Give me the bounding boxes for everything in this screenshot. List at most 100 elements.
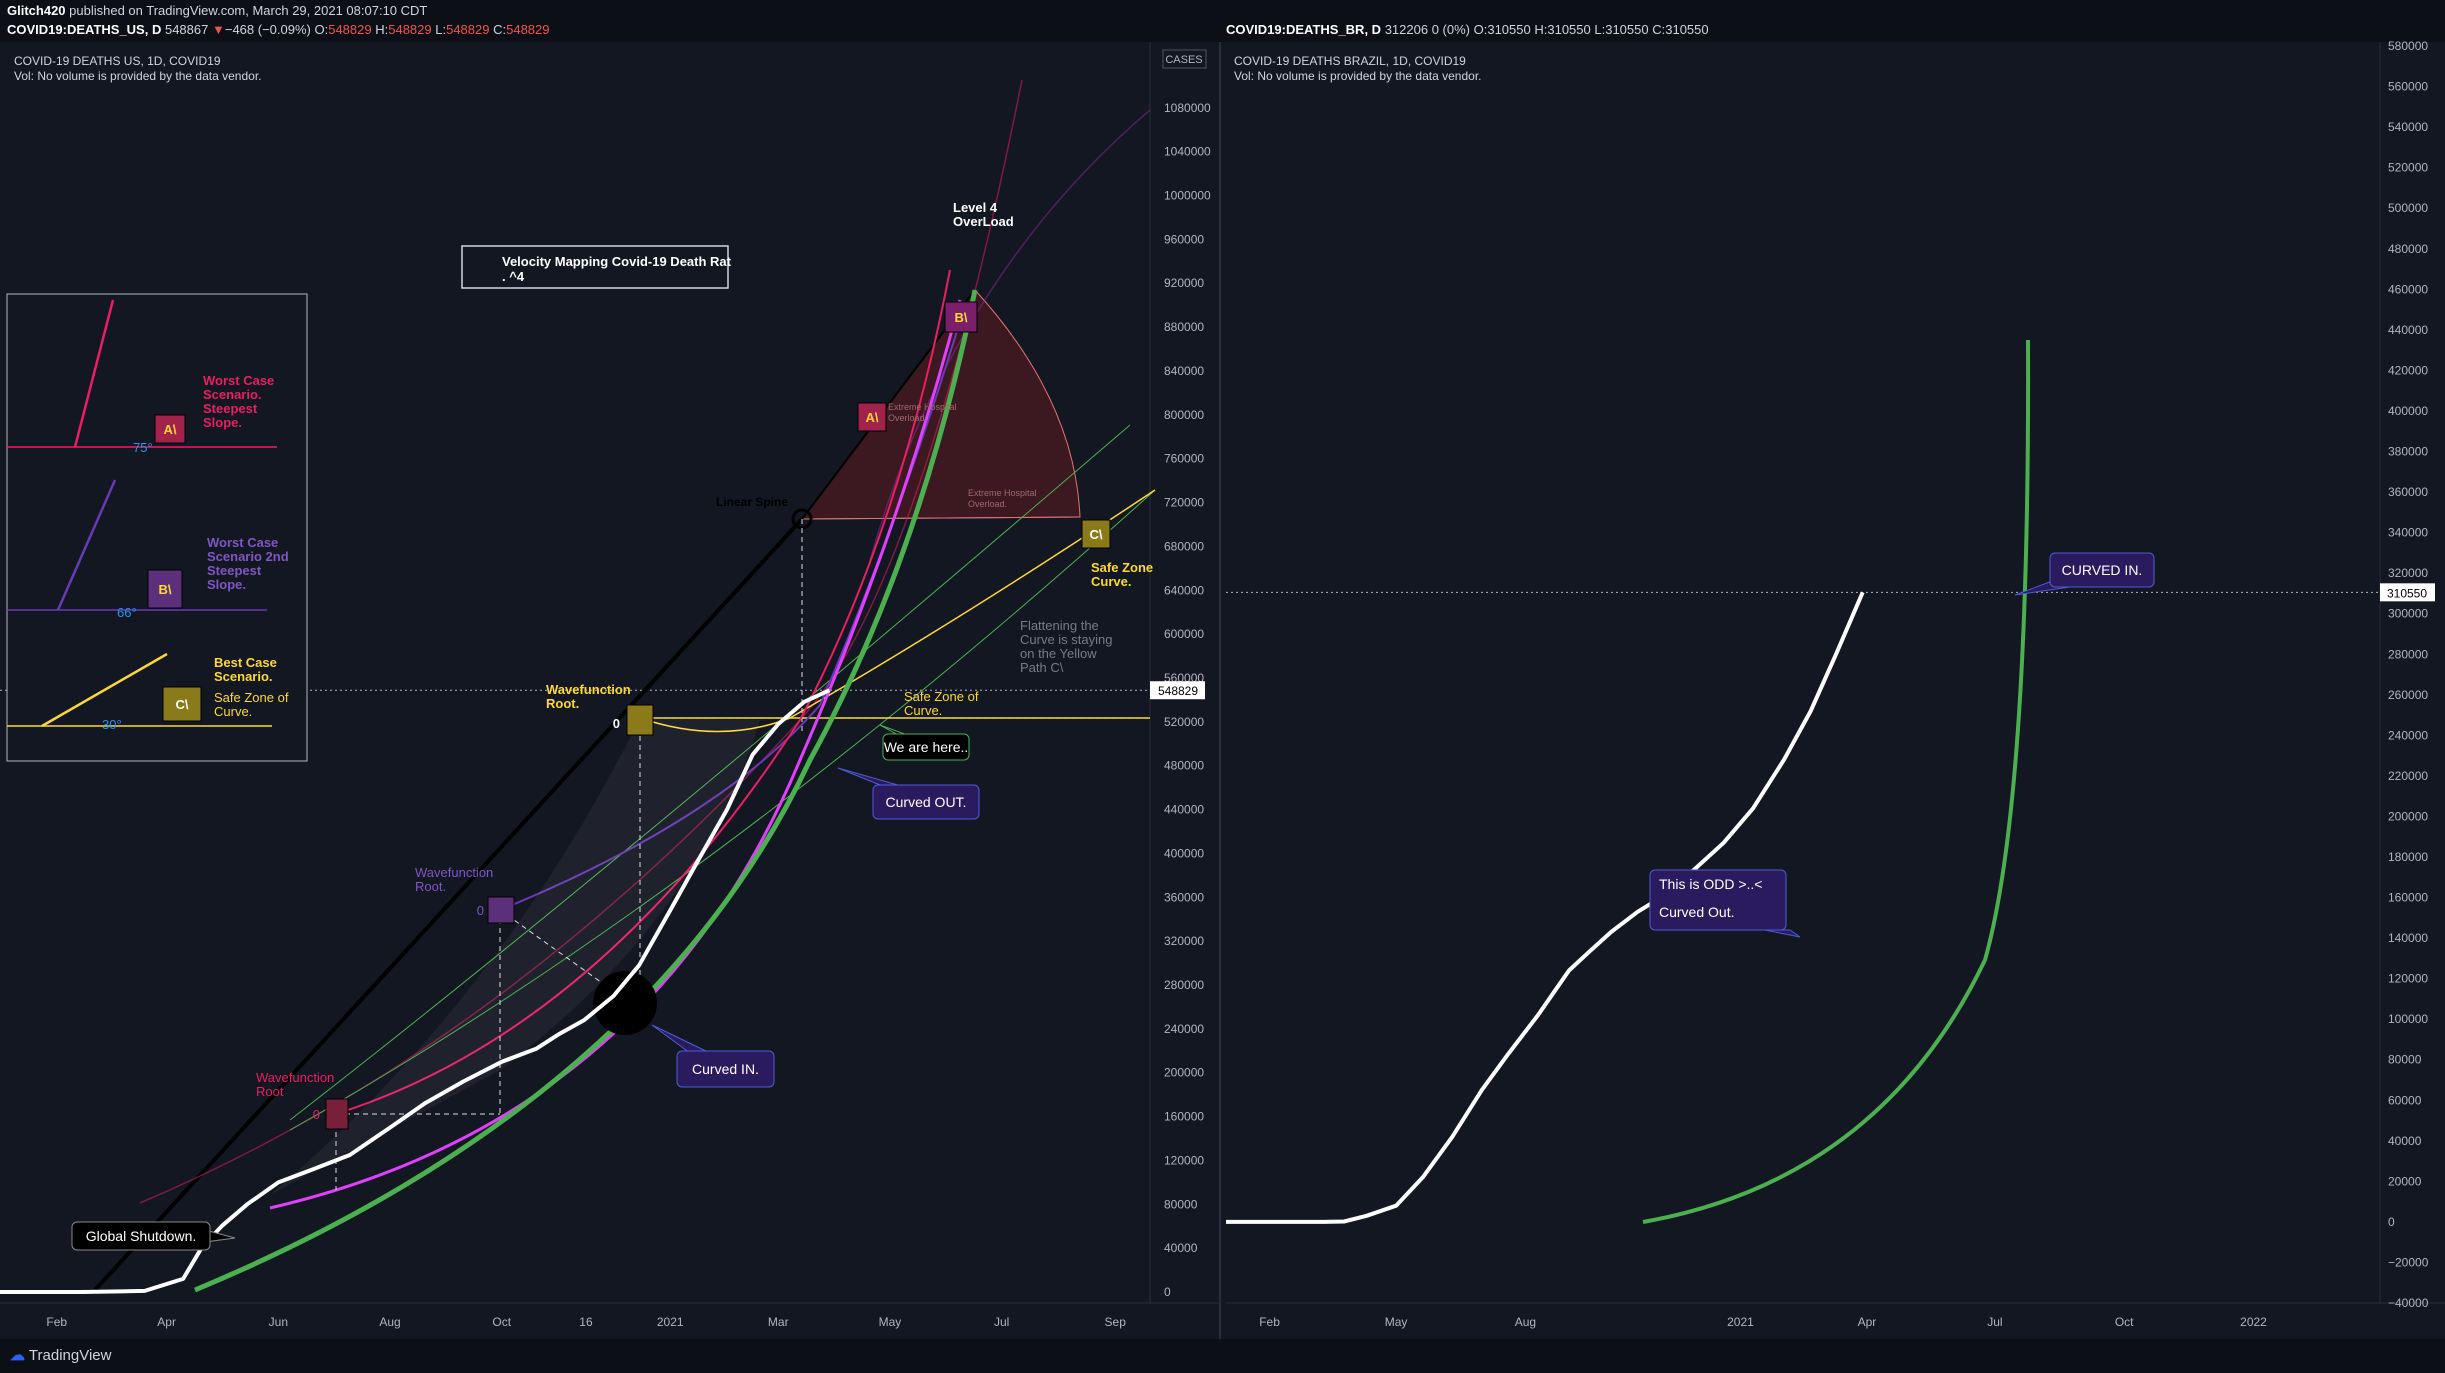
legend-badge-a <box>154 414 186 444</box>
right-y-tick: 480000 <box>2388 242 2428 256</box>
brazil-green-curve <box>1642 339 2031 1224</box>
level4-label-line: Level 4 <box>953 200 998 215</box>
right-y-tick: 300000 <box>2388 607 2428 621</box>
right-y-tick: 540000 <box>2388 120 2428 134</box>
footer-bar <box>0 1339 2445 1373</box>
badge-a-chart <box>857 402 887 432</box>
purple-wavefunction-curve <box>499 304 966 911</box>
right-x-tick: Oct <box>2115 1315 2134 1329</box>
legend-a-slope <box>73 299 115 448</box>
left-x-tick: Jun <box>269 1315 288 1329</box>
safe-zone-mid-line: Curve. <box>904 703 942 718</box>
odd-callout-box <box>1649 869 1787 931</box>
legend-a-text-line: Worst Case <box>203 373 274 388</box>
legend-badge-b <box>147 569 183 609</box>
legend-a-text-line: Steepest <box>203 401 258 416</box>
right-open: 310550 <box>1487 22 1531 37</box>
right-last-value-label: 310550 <box>2387 586 2427 600</box>
legend-c-text2-line: Curve. <box>214 704 252 719</box>
extended-purple-arc <box>869 109 1151 561</box>
left-x-tick: Aug <box>379 1315 400 1329</box>
right-x-tick: 2022 <box>2240 1315 2267 1329</box>
legend-b-text-line: Slope. <box>207 577 246 592</box>
black-dot-marker <box>593 971 657 1035</box>
we-are-here-text: We are here.. <box>884 739 969 755</box>
right-y-tick: 120000 <box>2388 972 2428 986</box>
legend-badge-c <box>162 686 202 722</box>
tradingview-brand[interactable]: ☁ TradingView <box>10 1346 111 1364</box>
left-y-tick: 400000 <box>1164 846 1204 860</box>
left-y-tick: 80000 <box>1164 1197 1198 1211</box>
author-name[interactable]: Glitch420 <box>7 3 66 18</box>
legend-a-angle: 75° <box>133 440 153 455</box>
right-x-tick: May <box>1385 1315 1408 1329</box>
left-y-tick: 280000 <box>1164 978 1204 992</box>
velocity-title-box <box>461 245 729 289</box>
right-y-tick: 500000 <box>2388 201 2428 215</box>
left-high: 548829 <box>388 22 432 37</box>
left-symbol[interactable]: COVID19:DEATHS_US, D <box>7 22 162 37</box>
yellow-root-marker <box>626 704 654 736</box>
linear-spine-label: Linear Spine <box>716 495 788 509</box>
left-chart-title: COVID-19 DEATHS US, 1D, COVID19 <box>14 54 221 68</box>
legend-c-text2-line: Safe Zone of <box>214 690 289 705</box>
left-x-tick: Oct <box>492 1315 511 1329</box>
wavefunction-purple-label-line: Root. <box>415 879 446 894</box>
safe-zone-right-line: Curve. <box>1091 574 1131 589</box>
curved-out-tail <box>837 767 906 788</box>
curved-out-text: Curved OUT. <box>886 794 967 810</box>
safe-zone-mid-line: Safe Zone of <box>904 689 979 704</box>
right-y-tick: 40000 <box>2388 1134 2422 1148</box>
left-y-tick: 160000 <box>1164 1110 1204 1124</box>
left-y-tick: 1080000 <box>1164 101 1211 115</box>
purple-root-dashed-line <box>499 909 606 986</box>
right-y-tick: 220000 <box>2388 769 2428 783</box>
right-close: 310550 <box>1665 22 1709 37</box>
right-y-tick: 260000 <box>2388 688 2428 702</box>
right-x-tick: Aug <box>1515 1315 1536 1329</box>
left-y-tick: 720000 <box>1164 496 1204 510</box>
left-chart-subtitle: Vol: No volume is provided by the data v… <box>14 69 261 83</box>
right-y-tick: 460000 <box>2388 282 2428 296</box>
right-symbol[interactable]: COVID19:DEATHS_BR, D <box>1226 22 1382 37</box>
right-y-tick: 560000 <box>2388 80 2428 94</box>
left-ohlc-line: COVID19:DEATHS_US, D 548867 ▼−468 (−0.09… <box>7 22 550 37</box>
right-y-tick: 60000 <box>2388 1093 2422 1107</box>
wavefunction-yellow-label-line: Root. <box>546 696 579 711</box>
left-x-tick: Sep <box>1105 1315 1127 1329</box>
overload-note-2-line: Extreme Hospital <box>968 488 1037 498</box>
left-y-tick: 200000 <box>1164 1066 1204 1080</box>
left-y-tick: 920000 <box>1164 276 1204 290</box>
left-y-tick: 40000 <box>1164 1241 1198 1255</box>
header-bar <box>0 0 2445 42</box>
left-last-value-box <box>1150 681 1205 700</box>
right-ohlc-line: COVID19:DEATHS_BR, D 312206 0 (0%) O:310… <box>1226 22 1709 37</box>
legend-c-angle: 30° <box>102 717 122 732</box>
right-y-tick: −40000 <box>2388 1296 2429 1310</box>
left-x-tick: Feb <box>46 1315 67 1329</box>
right-x-tick: Jul <box>1987 1315 2002 1329</box>
thin-green-line-1 <box>289 424 1131 1121</box>
badge-b-chart <box>944 301 978 333</box>
flattening-note-line: Curve is staying <box>1020 632 1112 647</box>
legend-badge-b-label: B\ <box>159 582 172 597</box>
left-y-tick: 520000 <box>1164 715 1204 729</box>
legend-b-text-line: Scenario 2nd <box>207 549 289 564</box>
flattening-note-line: Flattening the <box>1020 618 1099 633</box>
shaded-band <box>270 718 760 1195</box>
br-curved-in-text: CURVED IN. <box>2062 562 2143 578</box>
wavefunction-red-label-line: Root <box>256 1084 284 1099</box>
tradingview-logo-icon: ☁ <box>10 1347 25 1364</box>
left-open: 548829 <box>328 22 372 37</box>
overload-sector-base <box>801 516 1081 520</box>
left-y-tick: 1000000 <box>1164 189 1211 203</box>
overload-note-1-line: Overload. <box>888 413 927 423</box>
left-change: −468 (−0.09%) <box>224 22 311 37</box>
flattening-note-line: Path C\ <box>1020 660 1064 675</box>
legend-a-text-line: Slope. <box>203 415 242 430</box>
right-x-tick: 2021 <box>1727 1315 1754 1329</box>
right-change: 0 (0%) <box>1431 22 1470 37</box>
yellow-safe-curve <box>639 489 1156 733</box>
right-y-tick: 0 <box>2388 1215 2395 1229</box>
